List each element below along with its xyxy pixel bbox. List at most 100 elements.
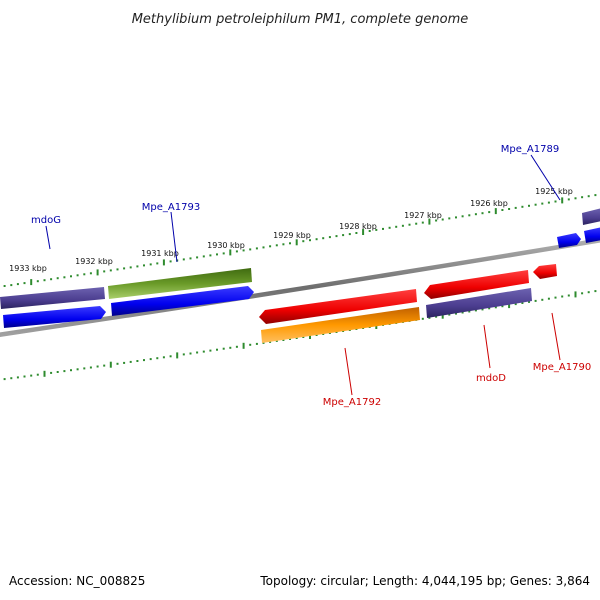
minor-tick bbox=[388, 226, 391, 229]
label-mdoG[interactable]: mdoG bbox=[31, 215, 61, 226]
minor-tick bbox=[43, 279, 46, 282]
minor-tick bbox=[501, 209, 504, 211]
minor-tick bbox=[289, 338, 291, 340]
minor-tick bbox=[89, 272, 92, 275]
minor-tick bbox=[282, 339, 285, 341]
gene-blue-2[interactable] bbox=[111, 286, 254, 316]
minor-tick bbox=[342, 234, 345, 237]
gene-mdoD-red[interactable] bbox=[424, 270, 529, 299]
label-mpe-a1792[interactable]: Mpe_A1792 bbox=[323, 397, 381, 408]
label-mpe-a1789[interactable]: Mpe_A1789 bbox=[501, 144, 559, 155]
minor-tick bbox=[123, 267, 126, 270]
minor-tick bbox=[567, 198, 570, 201]
gene-purple-2[interactable] bbox=[582, 208, 600, 225]
label-mdoD[interactable]: mdoD bbox=[476, 373, 506, 384]
minor-tick bbox=[528, 300, 530, 303]
minor-tick bbox=[3, 285, 6, 287]
major-tick bbox=[176, 352, 179, 359]
gene-mpe-a1792-red[interactable] bbox=[259, 289, 417, 324]
minor-tick bbox=[468, 214, 471, 217]
scale-label: 1930 kbp bbox=[207, 241, 245, 250]
minor-tick bbox=[189, 352, 192, 355]
major-tick bbox=[30, 279, 33, 286]
label-mpe-a1793[interactable]: Mpe_A1793 bbox=[142, 202, 200, 213]
minor-tick bbox=[242, 249, 245, 252]
gene-mpe-a1792-orange[interactable] bbox=[261, 307, 420, 343]
label-mpe-a1790[interactable]: Mpe_A1790 bbox=[533, 362, 591, 373]
minor-tick bbox=[103, 364, 106, 367]
minor-tick bbox=[123, 361, 126, 364]
minor-tick bbox=[189, 257, 192, 260]
minor-tick bbox=[70, 369, 72, 372]
minor-tick bbox=[156, 262, 159, 265]
minor-tick bbox=[448, 217, 451, 220]
minor-tick bbox=[149, 358, 152, 361]
major-tick bbox=[109, 361, 112, 368]
leader-mpe-a1790 bbox=[551, 312, 561, 361]
minor-tick bbox=[594, 194, 597, 197]
minor-tick bbox=[23, 282, 26, 285]
minor-tick bbox=[541, 202, 544, 205]
minor-tick bbox=[202, 255, 205, 258]
minor-tick bbox=[528, 204, 530, 207]
minor-tick bbox=[348, 233, 351, 236]
scale-label: 1927 kbp bbox=[404, 211, 442, 220]
gene-mdoG[interactable] bbox=[0, 287, 105, 309]
gene-blue-1[interactable] bbox=[3, 306, 106, 328]
genome-summary-text: Topology: circular; Length: 4,044,195 bp… bbox=[260, 574, 590, 588]
scale-label: 1931 kbp bbox=[141, 249, 179, 258]
minor-tick bbox=[235, 345, 238, 348]
minor-tick bbox=[322, 237, 325, 240]
minor-tick bbox=[448, 313, 451, 316]
forward-genes bbox=[0, 208, 600, 328]
minor-tick bbox=[382, 227, 384, 230]
scale-label: 1928 kbp bbox=[339, 222, 377, 231]
minor-tick bbox=[116, 268, 119, 271]
gene-mpe-a1790[interactable] bbox=[533, 264, 557, 279]
minor-tick bbox=[10, 284, 13, 287]
minor-tick bbox=[3, 378, 6, 381]
minor-tick bbox=[136, 265, 139, 268]
minor-tick bbox=[209, 349, 212, 352]
minor-tick bbox=[262, 246, 265, 249]
minor-tick bbox=[129, 360, 132, 363]
minor-tick bbox=[455, 312, 457, 315]
minor-tick bbox=[375, 228, 378, 231]
minor-tick bbox=[302, 336, 305, 338]
minor-tick bbox=[514, 303, 517, 306]
minor-tick bbox=[182, 258, 185, 261]
minor-tick bbox=[302, 240, 305, 243]
minor-tick bbox=[355, 232, 358, 234]
gene-mpe-a1793[interactable] bbox=[108, 268, 252, 299]
minor-tick bbox=[56, 371, 59, 373]
minor-tick bbox=[554, 200, 557, 203]
major-tick bbox=[561, 197, 564, 204]
minor-tick bbox=[541, 298, 544, 301]
major-tick bbox=[574, 291, 577, 298]
minor-tick bbox=[36, 280, 39, 283]
minor-tick bbox=[534, 203, 537, 206]
minor-tick bbox=[481, 212, 484, 215]
minor-tick bbox=[335, 235, 338, 238]
minor-tick bbox=[89, 366, 92, 369]
minor-tick bbox=[461, 311, 464, 314]
minor-tick bbox=[202, 350, 205, 353]
minor-tick bbox=[481, 308, 484, 311]
gene-mdoD-purple[interactable] bbox=[426, 288, 532, 318]
scale-label: 1933 kbp bbox=[9, 264, 47, 273]
minor-tick bbox=[63, 370, 66, 373]
minor-tick bbox=[76, 368, 79, 371]
minor-tick bbox=[514, 206, 517, 209]
minor-tick bbox=[455, 216, 457, 219]
minor-tick bbox=[16, 376, 19, 379]
reverse-genes bbox=[259, 264, 557, 343]
leader-mpe-a1792 bbox=[344, 347, 353, 396]
minor-tick bbox=[421, 317, 424, 320]
gene-blue-4[interactable] bbox=[584, 227, 600, 243]
minor-tick bbox=[50, 371, 53, 374]
gene-blue-3[interactable] bbox=[557, 233, 581, 248]
major-tick bbox=[508, 302, 511, 309]
minor-tick bbox=[83, 367, 86, 370]
minor-tick bbox=[587, 195, 590, 198]
minor-tick bbox=[235, 250, 238, 253]
